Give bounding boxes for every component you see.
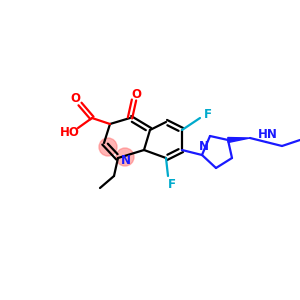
Text: F: F — [168, 178, 176, 190]
Text: O: O — [131, 88, 141, 100]
Text: F: F — [204, 107, 212, 121]
Text: N: N — [121, 154, 131, 166]
Circle shape — [99, 138, 117, 156]
Text: N: N — [199, 140, 209, 154]
Polygon shape — [228, 137, 250, 142]
Text: HO: HO — [60, 125, 80, 139]
Text: HN: HN — [258, 128, 278, 140]
Circle shape — [116, 148, 134, 166]
Text: O: O — [70, 92, 80, 106]
